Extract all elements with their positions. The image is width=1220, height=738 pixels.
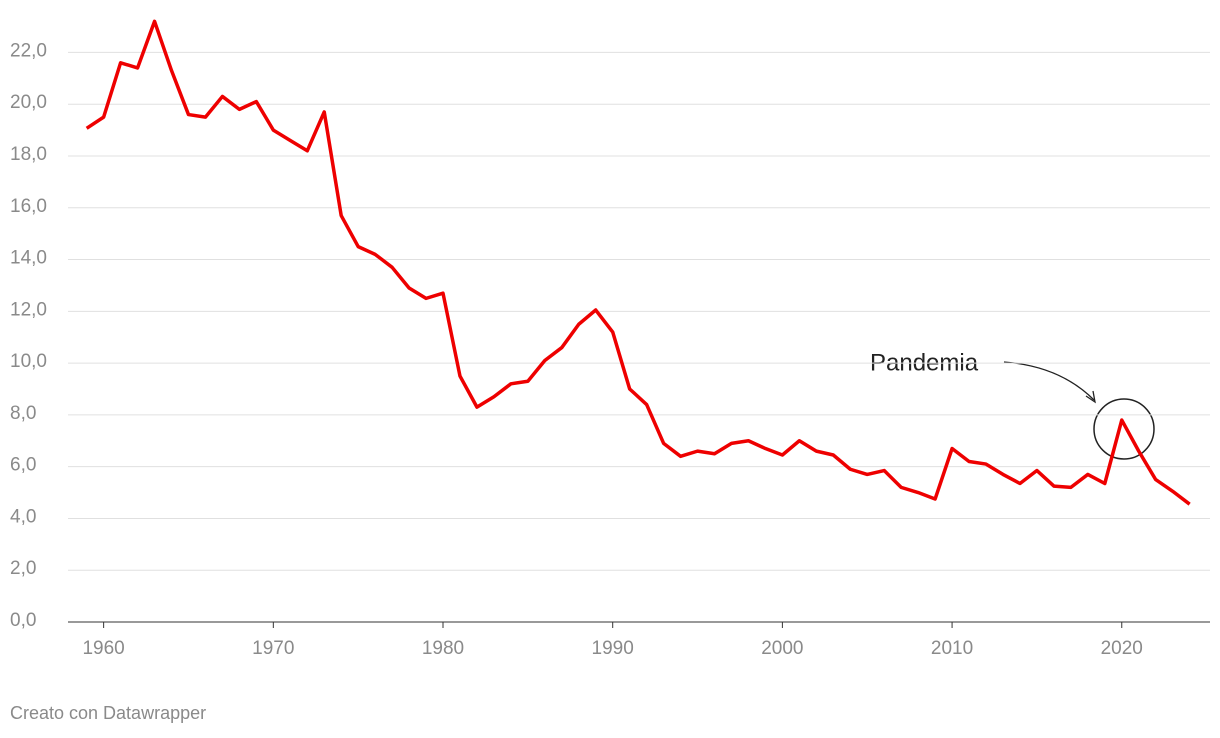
y-tick-label: 10,0: [10, 351, 47, 372]
arrow-head: [1085, 390, 1096, 404]
annotation-circle: [1093, 398, 1155, 460]
x-tick-label: 2010: [931, 638, 973, 659]
y-tick-label: 0,0: [10, 610, 36, 631]
data-line: [85, 19, 1191, 506]
x-tick-label: 2020: [1101, 638, 1143, 659]
y-tick-label: 6,0: [10, 455, 36, 476]
x-tick-label: 1970: [252, 638, 294, 659]
footer: Creato con Datawrapper: [10, 703, 206, 723]
y-tick-label: 14,0: [10, 248, 47, 269]
y-tick-label: 8,0: [10, 403, 36, 424]
y-tick-label: 12,0: [10, 299, 47, 320]
y-tick-label: 20,0: [10, 92, 47, 113]
annotation-arrow: [1003, 361, 1095, 401]
x-tick-label: 2000: [761, 638, 803, 659]
x-tick-label: 1980: [422, 638, 464, 659]
y-tick-label: 2,0: [10, 558, 36, 579]
y-tick-label: 22,0: [10, 40, 47, 61]
x-tick-label: 1960: [82, 638, 124, 659]
y-tick-label: 4,0: [10, 506, 36, 527]
x-tick-label: 1990: [592, 638, 634, 659]
y-tick-label: 18,0: [10, 144, 47, 165]
y-tick-label: 16,0: [10, 196, 47, 217]
